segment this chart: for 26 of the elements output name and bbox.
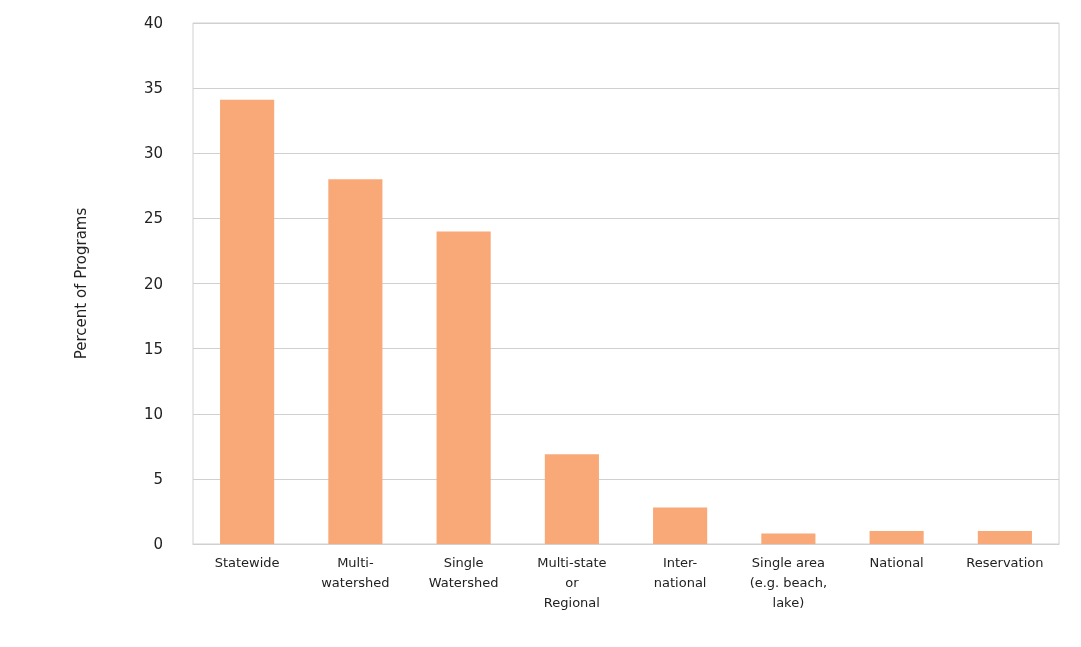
y-tick-label: 40 xyxy=(143,14,163,32)
bar xyxy=(977,530,1032,544)
x-tick-label: Multi-state or Regional xyxy=(537,554,607,610)
x-tick-label: Statewide xyxy=(214,554,280,570)
y-axis-title: Percent of Programs xyxy=(71,207,90,360)
x-tick-label: Inter- national xyxy=(653,554,707,590)
y-tick-label: 5 xyxy=(153,469,163,488)
x-tick-label: Single Watershed xyxy=(428,554,499,590)
y-tick-label: 35 xyxy=(143,79,163,98)
bar xyxy=(653,507,708,544)
y-tick-label: 30 xyxy=(143,144,163,163)
bar xyxy=(761,533,816,544)
y-tick-label: 15 xyxy=(143,339,163,358)
bar xyxy=(328,179,383,544)
y-tick-label: 10 xyxy=(143,404,163,423)
y-tick-label: 20 xyxy=(143,274,163,293)
x-tick-label: Single area (e.g. beach, lake) xyxy=(749,554,828,610)
x-tick-label: Multi- watershed xyxy=(321,554,390,590)
bar xyxy=(220,99,275,544)
bar xyxy=(869,530,924,544)
y-tick-label: 25 xyxy=(143,209,163,228)
bar xyxy=(436,231,491,544)
x-tick-label: National xyxy=(869,554,924,570)
x-tick-label: Reservation xyxy=(966,554,1044,570)
bar xyxy=(544,454,599,544)
y-tick-label: 0 xyxy=(153,535,163,553)
